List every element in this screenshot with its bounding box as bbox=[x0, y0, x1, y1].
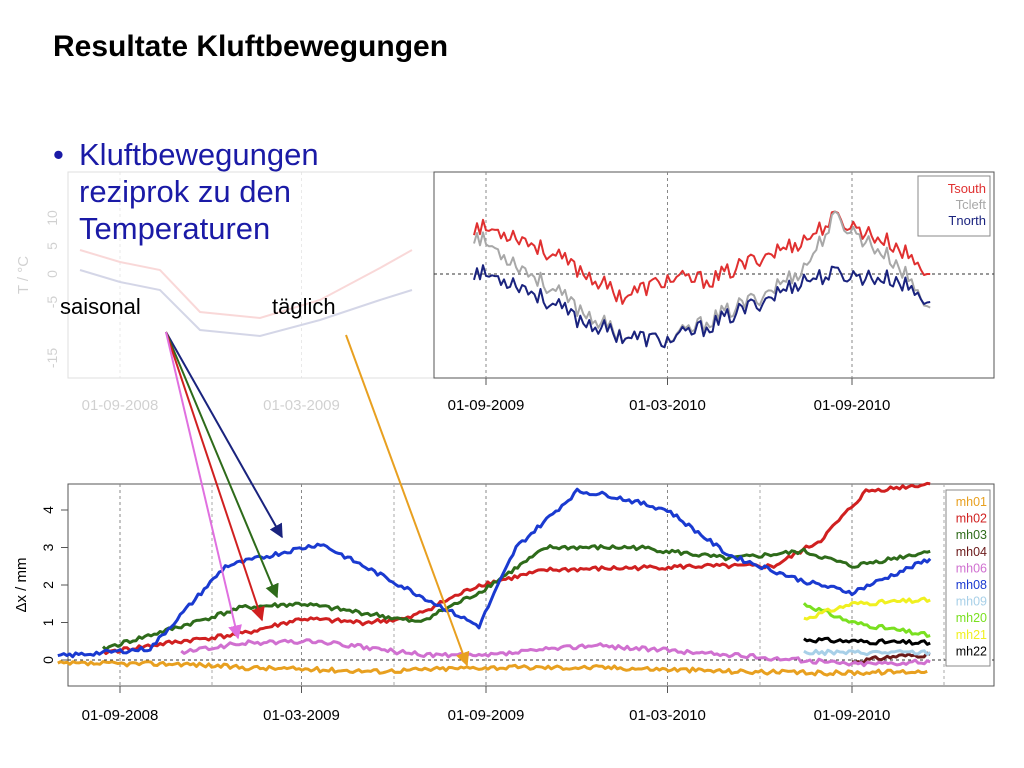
y-tick-label: -15 bbox=[44, 348, 60, 368]
legend-item-mh06: mh06 bbox=[956, 561, 987, 575]
series-mh08 bbox=[57, 487, 932, 659]
y-tick-label: 3 bbox=[40, 543, 56, 551]
series-Tnorth bbox=[473, 264, 931, 349]
faded-frame bbox=[67, 171, 435, 379]
legend-item-mh20: mh20 bbox=[956, 611, 987, 625]
y-tick-label: 5 bbox=[44, 242, 60, 250]
y-tick-label: 4 bbox=[40, 506, 56, 514]
legend-item-mh01: mh01 bbox=[956, 495, 987, 509]
legend-item-Tcleft: Tcleft bbox=[956, 197, 987, 212]
series-mh01 bbox=[57, 660, 928, 677]
y-axis-label: T / °C bbox=[15, 256, 32, 294]
bullet-dot: • bbox=[53, 137, 64, 172]
legend: mh01 mh02 mh03 mh04 mh06 mh08 mh09 mh20 mh21 mh22 bbox=[945, 489, 991, 667]
temperature-chart: -15 -5 0 5 10 T / °C 01-09-2008 01-03-2009 01-0… bbox=[15, 171, 995, 414]
y-tick-label: 0 bbox=[44, 270, 60, 278]
series-mh04 bbox=[851, 651, 931, 665]
y-tick-label: -5 bbox=[44, 296, 60, 309]
bullet-point: • Kluftbewegungen reziprok zu den Tempera… bbox=[53, 136, 319, 247]
annotation-arrows bbox=[165, 331, 470, 667]
legend-box bbox=[945, 489, 991, 667]
legend-item-mh21: mh21 bbox=[956, 628, 987, 642]
legend-item-Tnorth: Tnorth bbox=[948, 213, 986, 228]
x-tick-label: 01-09-2010 bbox=[814, 707, 891, 724]
arrow-mh02 bbox=[165, 331, 265, 622]
x-tick-label: 01-03-2009 bbox=[263, 707, 340, 724]
arrow-mh03 bbox=[165, 331, 279, 599]
legend-item-mh03: mh03 bbox=[956, 528, 987, 542]
series-mh21 bbox=[803, 596, 931, 621]
bullet-line-1: Kluftbewegungen bbox=[79, 137, 319, 172]
slide-title: Resultate Kluftbewegungen bbox=[53, 30, 449, 63]
displacement-chart: 01-09-2008 01-03-2009 01-09-2009 01-03-2010… bbox=[13, 481, 995, 724]
legend-item-Tsouth: Tsouth bbox=[948, 181, 986, 196]
legend-item-mh04: mh04 bbox=[956, 545, 987, 559]
series-mh06 bbox=[180, 638, 931, 668]
y-tick-label: 10 bbox=[44, 210, 60, 226]
series-mh09 bbox=[803, 648, 931, 657]
arrow-mh08 bbox=[165, 331, 283, 539]
series-mh20 bbox=[802, 602, 931, 638]
x-tick-label: 01-09-2008 bbox=[82, 707, 159, 724]
y-tick-label: 1 bbox=[40, 618, 56, 626]
y-tick-label: 0 bbox=[40, 656, 56, 664]
arrow-mh01 bbox=[345, 334, 470, 667]
x-tick-label: 01-03-2009 bbox=[263, 397, 340, 414]
bullet-line-3: Temperaturen bbox=[79, 211, 271, 246]
legend-item-mh09: mh09 bbox=[956, 595, 987, 609]
series-Tsouth bbox=[473, 210, 931, 305]
x-tick-label: 01-09-2009 bbox=[448, 397, 525, 414]
x-tick-label: 01-03-2010 bbox=[629, 707, 706, 724]
arrow-mh06 bbox=[165, 331, 242, 640]
bullet-line-2: reziprok zu den bbox=[79, 174, 291, 209]
label-seasonal: saisonal bbox=[60, 294, 141, 319]
legend-item-mh08: mh08 bbox=[956, 578, 987, 592]
x-tick-label: 01-09-2009 bbox=[448, 707, 525, 724]
series-mh03 bbox=[101, 544, 931, 651]
plot-frame bbox=[433, 171, 995, 379]
series-mh22 bbox=[803, 636, 931, 646]
x-tick-label: 01-09-2010 bbox=[814, 397, 891, 414]
faded-series bbox=[79, 269, 413, 338]
legend-item-mh02: mh02 bbox=[956, 512, 987, 526]
x-tick-label: 01-09-2008 bbox=[82, 397, 159, 414]
y-axis-label: Δx / mm bbox=[13, 557, 30, 612]
x-tick-label: 01-03-2010 bbox=[629, 397, 706, 414]
label-daily: täglich bbox=[272, 294, 336, 319]
legend-box bbox=[917, 175, 991, 237]
legend-item-mh22: mh22 bbox=[956, 644, 987, 658]
faded-series bbox=[79, 249, 413, 320]
faded-left-part: -15 -5 0 5 10 T / °C 01-09-2008 01-03-2009 bbox=[15, 171, 435, 414]
y-tick-label: 2 bbox=[40, 581, 56, 589]
